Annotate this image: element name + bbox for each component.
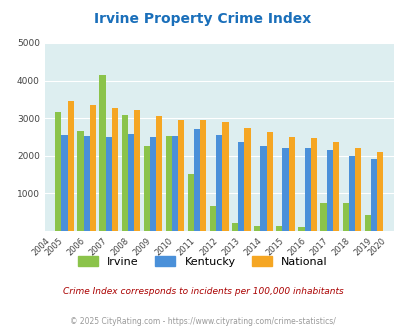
- Bar: [90, 105, 96, 231]
- Bar: [304, 148, 310, 231]
- Bar: [364, 215, 370, 231]
- Bar: [61, 135, 68, 231]
- Bar: [244, 128, 250, 231]
- Bar: [209, 206, 215, 231]
- Bar: [266, 132, 272, 231]
- Bar: [326, 150, 332, 231]
- Bar: [165, 136, 172, 231]
- Bar: [320, 203, 326, 231]
- Text: © 2025 CityRating.com - https://www.cityrating.com/crime-statistics/: © 2025 CityRating.com - https://www.city…: [70, 317, 335, 326]
- Bar: [83, 136, 90, 231]
- Bar: [111, 108, 118, 231]
- Text: Irvine Property Crime Index: Irvine Property Crime Index: [94, 12, 311, 25]
- Bar: [288, 137, 294, 231]
- Bar: [156, 116, 162, 231]
- Text: Crime Index corresponds to incidents per 100,000 inhabitants: Crime Index corresponds to incidents per…: [62, 287, 343, 296]
- Bar: [105, 137, 111, 231]
- Bar: [370, 159, 376, 231]
- Bar: [178, 120, 184, 231]
- Bar: [172, 136, 178, 231]
- Bar: [55, 113, 61, 231]
- Bar: [254, 226, 260, 231]
- Bar: [282, 148, 288, 231]
- Bar: [238, 142, 244, 231]
- Bar: [298, 227, 304, 231]
- Bar: [348, 156, 354, 231]
- Bar: [376, 151, 382, 231]
- Bar: [260, 146, 266, 231]
- Bar: [310, 139, 316, 231]
- Bar: [77, 131, 83, 231]
- Bar: [121, 115, 128, 231]
- Bar: [342, 203, 348, 231]
- Bar: [354, 148, 360, 231]
- Bar: [332, 142, 338, 231]
- Bar: [134, 110, 140, 231]
- Bar: [222, 122, 228, 231]
- Bar: [215, 135, 222, 231]
- Bar: [128, 134, 134, 231]
- Bar: [68, 101, 74, 231]
- Bar: [194, 129, 200, 231]
- Legend: Irvine, Kentucky, National: Irvine, Kentucky, National: [74, 251, 331, 271]
- Bar: [275, 226, 282, 231]
- Bar: [99, 75, 105, 231]
- Bar: [200, 120, 206, 231]
- Bar: [232, 223, 238, 231]
- Bar: [149, 137, 156, 231]
- Bar: [188, 174, 194, 231]
- Bar: [143, 147, 149, 231]
